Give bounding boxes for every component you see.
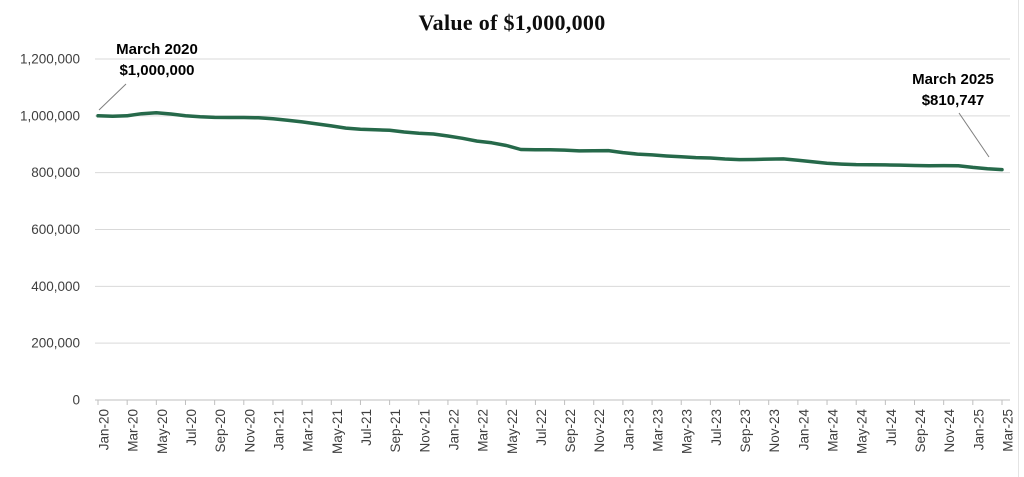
y-tick-label: 800,000	[31, 165, 80, 180]
x-tick-label: Mar-22	[476, 409, 491, 452]
annotation-value-label: $810,747	[921, 92, 985, 109]
x-tick-label: Mar-23	[651, 409, 666, 452]
x-tick-label: Jan-21	[271, 409, 286, 450]
x-tick-label: May-24	[855, 409, 870, 455]
y-tick-label: 0	[72, 393, 80, 408]
x-tick-label: Nov-21	[417, 409, 432, 453]
x-tick-label: Jan-22	[446, 409, 461, 450]
y-tick-label: 1,000,000	[20, 108, 80, 123]
x-tick-label: Sep-22	[563, 409, 578, 453]
y-tick-label: 200,000	[31, 336, 80, 351]
x-tick-label: Sep-24	[913, 409, 928, 453]
leader-line-march-2025	[958, 112, 990, 158]
annotation-leaders	[98, 83, 990, 158]
x-tick-label: Jan-24	[796, 409, 811, 451]
x-tick-label: May-20	[155, 409, 170, 454]
y-tick-label: 400,000	[31, 279, 80, 294]
x-tick-label: Jan-20	[97, 409, 112, 450]
x-tick-label: Nov-22	[592, 409, 607, 453]
x-tick-label: Jul-20	[184, 409, 199, 446]
x-tick-label: Nov-23	[767, 409, 782, 453]
x-tick-label: Jul-22	[534, 409, 549, 446]
x-tick-label: Mar-21	[301, 409, 316, 452]
annotation-march-2025: March 2025 $810,747	[889, 69, 1017, 111]
x-tick-label: Jul-24	[884, 409, 899, 446]
y-tick-label: 600,000	[31, 222, 80, 237]
annotation-march-2020: March 2020 $1,000,000	[94, 39, 220, 81]
annotation-date-label: March 2020	[116, 41, 198, 58]
annotation-date-label: March 2025	[912, 71, 994, 88]
leader-line-march-2020	[98, 83, 127, 111]
x-tick-label: Jul-23	[709, 409, 724, 446]
x-axis-labels: Jan-20 Mar-20 May-20 Jul-20 Sep-20 Nov-20 Jan-…	[97, 409, 1016, 455]
x-tick-label: Jul-21	[359, 409, 374, 446]
x-tick-label: Mar-25	[1001, 409, 1016, 452]
x-tick-label: Mar-20	[126, 409, 141, 452]
x-tick-label: Sep-21	[388, 409, 403, 453]
x-tick-label: Jan-23	[621, 409, 636, 450]
y-tick-label: 1,200,000	[20, 52, 80, 67]
gridlines	[95, 58, 1010, 344]
x-tick-label: Mar-24	[826, 409, 841, 452]
annotation-value-label: $1,000,000	[119, 62, 195, 79]
x-tick-label: Nov-24	[942, 409, 957, 453]
x-tick-label: Sep-20	[213, 409, 228, 453]
x-tick-label: Jan-25	[971, 409, 986, 450]
chart-title: Value of $1,000,000	[418, 10, 606, 35]
x-tick-label: May-22	[505, 409, 520, 454]
chart-right-border	[1018, 0, 1019, 477]
y-axis-labels: 0 200,000 400,000 600,000 800,000 1,000,000 1,…	[20, 52, 80, 408]
value-line-series	[96, 110, 1004, 172]
x-tick-label: Nov-20	[242, 409, 257, 453]
x-tick-label: Sep-23	[738, 409, 753, 453]
x-axis	[95, 399, 1010, 405]
x-tick-label: May-21	[330, 409, 345, 454]
x-tick-label: May-23	[680, 409, 695, 454]
